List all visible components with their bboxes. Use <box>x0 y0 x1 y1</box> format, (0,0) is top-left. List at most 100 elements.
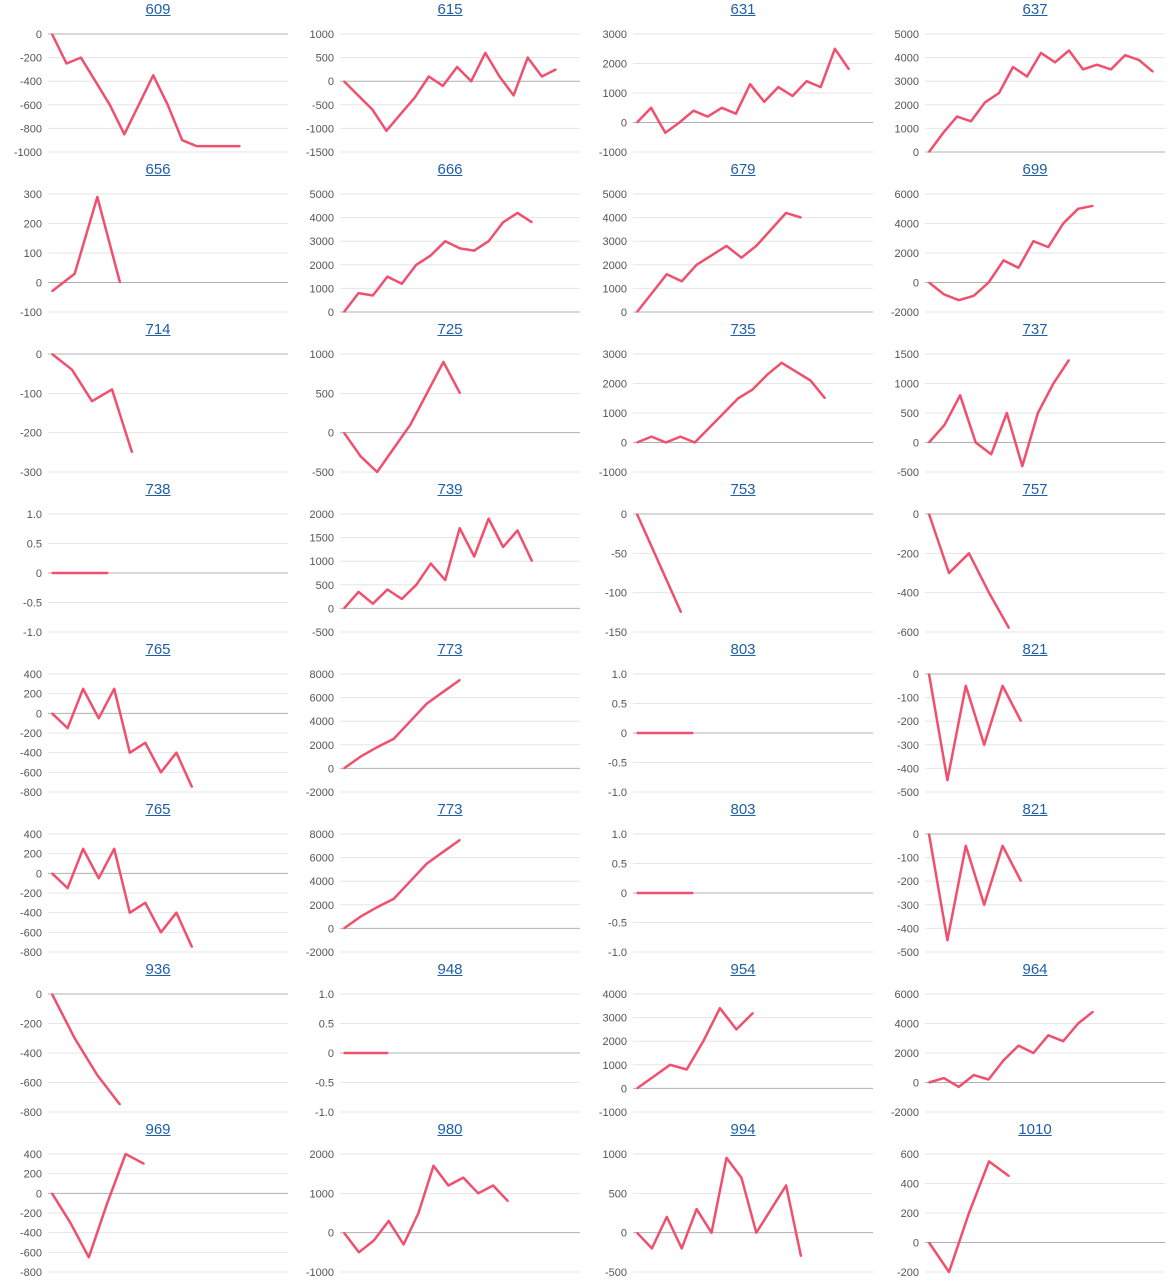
data-point <box>456 66 458 68</box>
chart-title-link[interactable]: 738 <box>145 481 171 498</box>
chart-cell: 735 3000 2000 1000 0 -1000 <box>585 320 877 480</box>
data-point <box>429 254 432 257</box>
y-tick-label: 0 <box>621 509 627 521</box>
line-chart: 400 200 0 -200 -400 -600 -800 <box>20 829 288 959</box>
chart-title-link[interactable]: 821 <box>1022 641 1048 658</box>
chart-title-link[interactable]: 980 <box>437 1121 463 1138</box>
data-point <box>73 272 76 275</box>
data-point <box>998 92 1000 94</box>
y-tick-label: -1000 <box>599 1107 627 1119</box>
y-tick-label: 4000 <box>603 213 627 225</box>
data-point <box>160 931 162 934</box>
series-line <box>342 360 462 474</box>
data-point <box>755 245 758 247</box>
chart-title-link[interactable]: 609 <box>145 1 171 18</box>
data-point <box>113 687 116 690</box>
series-line <box>636 47 851 135</box>
series-line <box>927 673 1023 782</box>
chart-title-link[interactable]: 994 <box>730 1121 756 1138</box>
data-point <box>409 880 412 882</box>
line-chart: 0 -200 -400 -600 <box>897 509 1165 639</box>
y-tick-label: -500 <box>897 467 919 479</box>
chart-title-link[interactable]: 637 <box>1022 1 1048 18</box>
y-tick-label: 4000 <box>603 989 627 1001</box>
chart-title-link[interactable]: 666 <box>437 161 463 178</box>
chart-title-link[interactable]: 1010 <box>1018 1121 1052 1138</box>
line-chart: 0 -100 -200 -300 <box>20 349 288 479</box>
chart-title-link[interactable]: 821 <box>1022 801 1048 818</box>
y-tick-label: -150 <box>605 627 627 639</box>
chart-title-link[interactable]: 948 <box>437 961 463 978</box>
chart-title-link[interactable]: 699 <box>1022 161 1048 178</box>
data-point <box>1152 70 1154 73</box>
data-point <box>722 412 725 414</box>
y-tick-label: 0.5 <box>612 699 627 711</box>
y-tick-label: -2000 <box>891 1107 919 1119</box>
data-point <box>685 1068 688 1071</box>
data-point <box>442 850 445 853</box>
chart-title-link[interactable]: 615 <box>437 1 463 18</box>
data-point <box>137 104 140 106</box>
chart-cell: 757 0 -200 -400 -600 <box>877 480 1169 640</box>
chart-title-link[interactable]: 969 <box>145 1121 171 1138</box>
chart-title-link[interactable]: 735 <box>730 321 756 338</box>
y-tick-label: 1000 <box>603 1060 627 1072</box>
chart-title-link[interactable]: 964 <box>1022 961 1048 978</box>
series-line <box>928 1010 1094 1089</box>
data-point <box>1026 75 1028 78</box>
data-point <box>988 591 990 594</box>
chart-title-link[interactable]: 765 <box>145 641 171 658</box>
chart-title-link[interactable]: 656 <box>145 161 171 178</box>
chart-title-link[interactable]: 631 <box>730 1 756 18</box>
line-chart: 0 -100 -200 -300 -400 -500 <box>897 669 1165 799</box>
chart-title-link[interactable]: 773 <box>437 641 463 658</box>
data-point <box>680 280 683 283</box>
data-point <box>507 1200 509 1202</box>
data-point <box>502 221 504 224</box>
chart-title-link[interactable]: 803 <box>730 801 756 818</box>
chart-cell: 803 1.0 0.5 0 -0.5 -1.0 <box>585 800 877 960</box>
chart-title-link[interactable]: 737 <box>1022 321 1048 338</box>
chart-cell: 609 0 -200 -400 -600 -800 -1000 <box>0 0 292 160</box>
data-point <box>462 1176 465 1179</box>
data-point <box>160 771 162 774</box>
data-point <box>725 245 728 247</box>
chart-title-link[interactable]: 753 <box>730 481 756 498</box>
chart-title-link[interactable]: 739 <box>437 481 463 498</box>
y-tick-label: 0 <box>913 278 919 290</box>
y-tick-label: 2000 <box>603 59 627 71</box>
data-point <box>109 104 111 106</box>
data-point <box>664 892 666 894</box>
chart-title-link[interactable]: 803 <box>730 641 756 658</box>
data-point <box>387 1220 390 1222</box>
y-tick-label: -500 <box>312 627 334 639</box>
y-tick-label: 1000 <box>895 123 919 135</box>
chart-title-link[interactable]: 936 <box>145 961 171 978</box>
data-point <box>442 85 444 87</box>
chart-title-link[interactable]: 765 <box>145 801 171 818</box>
y-tick-label: 4000 <box>310 716 334 728</box>
data-point <box>144 902 147 904</box>
y-tick-label: 500 <box>901 408 919 420</box>
data-point <box>680 611 682 614</box>
y-tick-label: 0 <box>328 1228 334 1240</box>
line-chart: 1.0 0.5 0 -0.5 -1.0 <box>608 829 873 959</box>
data-point <box>401 598 403 600</box>
chart-title-link[interactable]: 679 <box>730 161 756 178</box>
chart-title-link[interactable]: 954 <box>730 961 756 978</box>
data-point <box>1062 222 1064 225</box>
chart-cell: 615 1000 500 0 -500 -1000 -1500 <box>292 0 584 160</box>
y-tick-label: 0 <box>328 923 334 935</box>
chart-title-link[interactable]: 773 <box>437 801 463 818</box>
data-point <box>386 588 389 591</box>
chart-title-link[interactable]: 757 <box>1022 481 1048 498</box>
y-tick-label: -100 <box>605 588 627 600</box>
y-tick-label: 100 <box>24 248 42 260</box>
y-tick-label: 8000 <box>310 669 334 681</box>
data-point <box>1002 259 1005 262</box>
chart-title-link[interactable]: 725 <box>437 321 463 338</box>
data-point <box>636 1231 638 1234</box>
chart-title-link[interactable]: 714 <box>145 321 171 338</box>
data-point <box>359 455 362 458</box>
data-point <box>943 424 946 426</box>
